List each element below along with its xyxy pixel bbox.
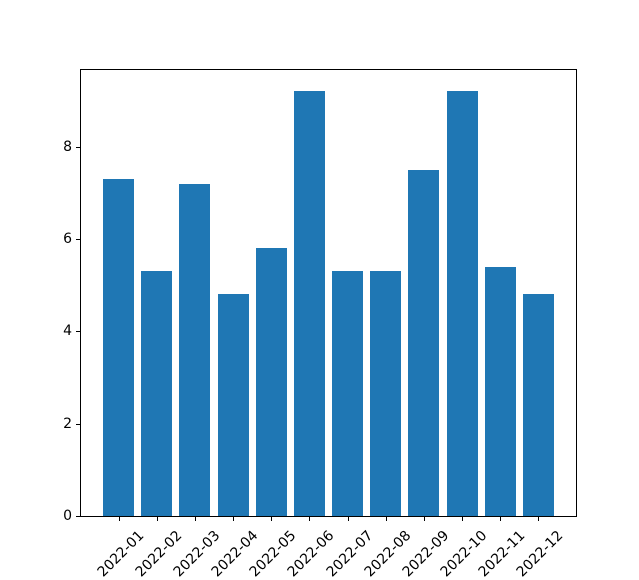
y-tick-mark-8 <box>76 146 80 148</box>
y-tick-mark-4 <box>76 331 80 333</box>
x-tick-mark-2022-08 <box>385 517 387 521</box>
y-tick-mark-2 <box>76 423 80 425</box>
bar-2022-05 <box>255 248 287 516</box>
x-tick-mark-2022-11 <box>500 517 502 521</box>
y-tick-mark-0 <box>76 516 80 517</box>
bar-2022-09 <box>408 169 440 516</box>
bar-2022-10 <box>446 91 478 516</box>
bar-2022-08 <box>370 271 402 516</box>
y-tick-mark-6 <box>76 239 80 240</box>
bar-2022-02 <box>141 271 173 516</box>
bar-2022-06 <box>293 91 325 516</box>
y-tick-label-2: 2 <box>63 415 72 432</box>
x-tick-mark-2022-06 <box>309 517 311 521</box>
bar-2022-04 <box>217 294 249 516</box>
x-tick-mark-2022-07 <box>347 517 349 521</box>
x-tick-mark-2022-02 <box>156 517 158 521</box>
x-tick-mark-2022-10 <box>462 517 463 521</box>
bar-2022-07 <box>332 271 364 516</box>
x-tick-mark-2022-03 <box>195 517 196 521</box>
x-tick-mark-2022-01 <box>118 517 120 521</box>
bar-2022-11 <box>484 266 516 516</box>
bar-2022-01 <box>103 179 135 516</box>
bar-2022-03 <box>179 183 211 516</box>
x-tick-mark-2022-04 <box>233 517 235 521</box>
x-tick-mark-2022-12 <box>538 517 540 521</box>
x-tick-mark-2022-05 <box>271 517 273 521</box>
plot-area <box>80 69 577 517</box>
y-tick-label-4: 4 <box>63 323 72 340</box>
y-tick-label-0: 0 <box>63 508 72 524</box>
x-tick-mark-2022-09 <box>423 517 425 521</box>
y-tick-label-6: 6 <box>63 231 72 247</box>
bar-2022-12 <box>522 294 554 516</box>
y-tick-label-8: 8 <box>63 138 72 155</box>
